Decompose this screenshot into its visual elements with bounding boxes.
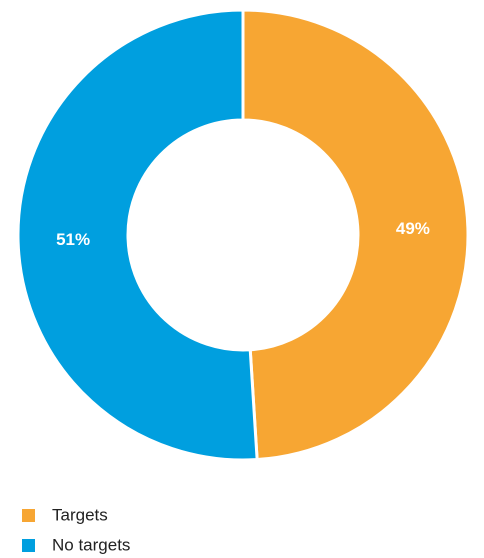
donut-segment xyxy=(241,8,470,462)
donut-segment xyxy=(16,8,259,462)
legend-label: Targets xyxy=(52,505,108,524)
legend-swatch xyxy=(22,509,35,522)
data-label: 49% xyxy=(396,219,430,238)
legend-swatch xyxy=(22,539,35,552)
legend-label: No targets xyxy=(52,535,130,554)
data-label: 51% xyxy=(56,230,90,249)
